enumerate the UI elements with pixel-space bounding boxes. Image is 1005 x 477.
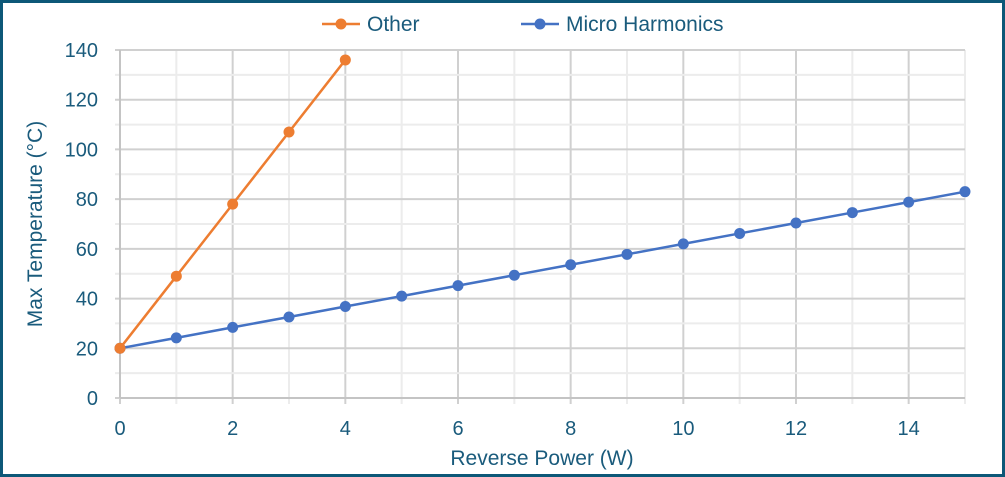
- data-point: [621, 248, 633, 260]
- data-point: [170, 332, 182, 344]
- data-point: [959, 186, 971, 198]
- data-point: [339, 54, 351, 66]
- legend: Other Micro Harmonics: [322, 13, 724, 36]
- series-line-micro-harmonics: [119, 190, 966, 350]
- x-tick-label: 0: [114, 418, 125, 440]
- legend-label: Other: [367, 13, 420, 36]
- legend-marker: [534, 18, 546, 30]
- data-point: [227, 198, 239, 210]
- x-tick-label: 4: [340, 418, 351, 440]
- x-tick-label: 14: [898, 418, 920, 440]
- series-group: [114, 54, 971, 354]
- x-tick-label: 12: [785, 418, 807, 440]
- y-tick-label: 100: [65, 139, 98, 161]
- data-point: [903, 196, 915, 208]
- x-tick-label: 2: [227, 418, 238, 440]
- data-point: [452, 280, 464, 292]
- data-point: [846, 207, 858, 219]
- legend-marker: [335, 18, 347, 30]
- data-point: [734, 227, 746, 239]
- gridlines: [115, 49, 966, 404]
- data-point: [677, 238, 689, 250]
- data-point: [339, 301, 351, 313]
- y-tick-label: 80: [76, 189, 98, 211]
- legend-label: Micro Harmonics: [566, 13, 724, 36]
- y-tick-label: 0: [87, 388, 98, 410]
- data-point: [790, 217, 802, 229]
- y-tick-label: 120: [65, 90, 98, 112]
- y-tick-label: 60: [76, 239, 98, 261]
- x-tick-label: 10: [672, 418, 694, 440]
- y-tick-label: 20: [76, 338, 98, 360]
- data-point: [565, 259, 577, 271]
- x-tick-label: 8: [565, 418, 576, 440]
- data-point: [396, 290, 408, 302]
- data-point: [283, 311, 295, 323]
- data-point: [170, 270, 182, 282]
- data-point: [508, 269, 520, 281]
- y-axis-label: Max Temperature (°C): [24, 121, 47, 327]
- data-point: [227, 321, 239, 333]
- data-point: [283, 126, 295, 138]
- x-axis-label: Reverse Power (W): [450, 447, 633, 470]
- y-tick-label: 40: [76, 289, 98, 311]
- x-tick-label: 6: [452, 418, 463, 440]
- data-point: [114, 342, 126, 354]
- y-tick-label: 140: [65, 40, 98, 62]
